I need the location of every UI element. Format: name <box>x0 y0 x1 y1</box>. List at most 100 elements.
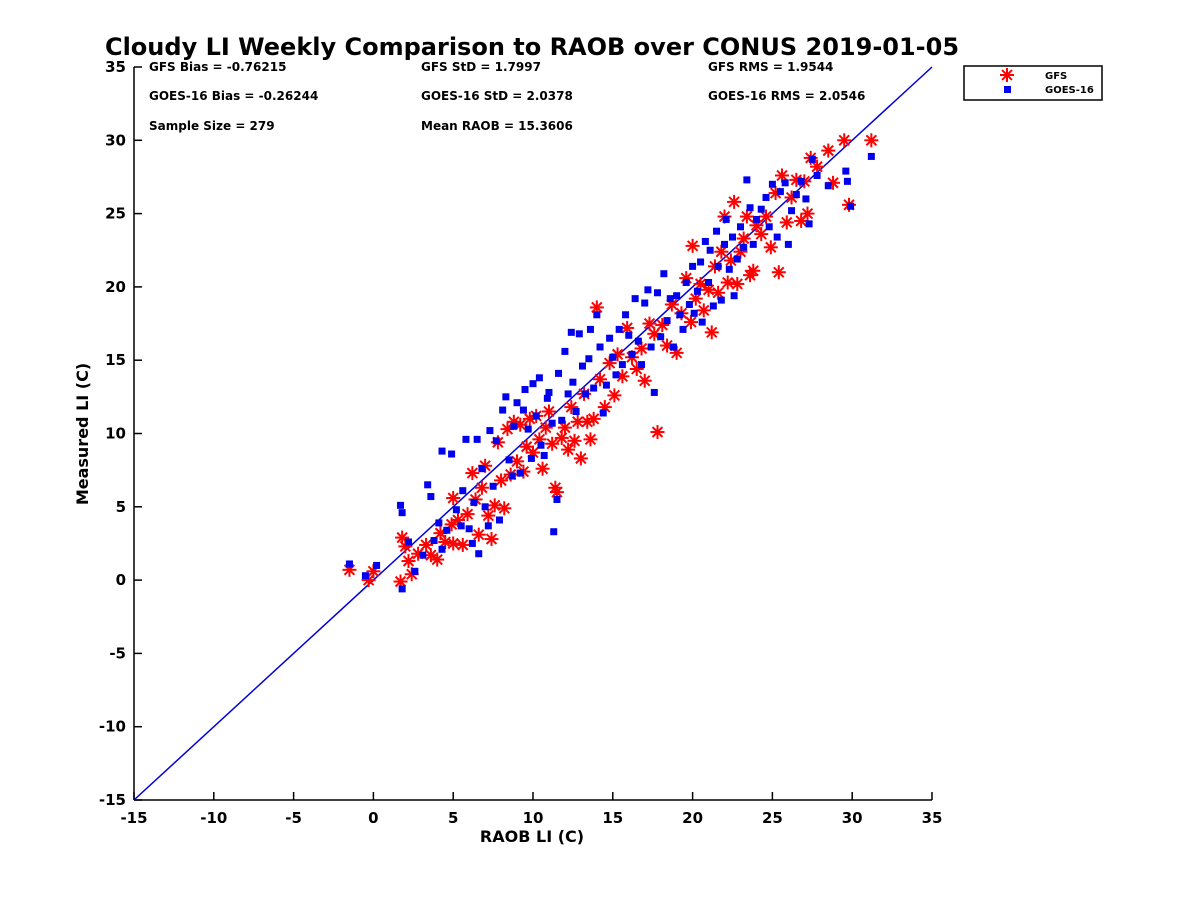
gfs-point <box>535 461 550 476</box>
goes-16-point <box>773 233 781 241</box>
gfs-point <box>607 388 622 403</box>
goes-16-point <box>499 406 507 414</box>
goes-16-point <box>586 325 594 333</box>
goes-16-point <box>669 343 677 351</box>
goes-16-point <box>740 243 748 251</box>
goes-16-point <box>660 270 668 278</box>
goes-16-point <box>564 390 572 398</box>
gfs-point <box>837 133 852 148</box>
goes-16-point <box>438 545 446 553</box>
goes-16-point <box>824 182 832 190</box>
goes-16-point <box>478 465 486 473</box>
goes-16-point <box>452 506 460 514</box>
y-tick-label: 5 <box>116 498 126 516</box>
gfs-point <box>739 209 754 224</box>
goes-16-point <box>524 425 532 433</box>
goes-16-point <box>689 262 697 270</box>
gfs-point <box>771 265 786 280</box>
chart-title: Cloudy LI Weekly Comparison to RAOB over… <box>105 33 959 61</box>
goes-16-point <box>622 311 630 319</box>
goes-16-point <box>550 528 558 536</box>
goes-16-point <box>797 177 805 185</box>
goes-16-point <box>843 177 851 185</box>
goes-16-point <box>673 292 681 300</box>
goes-16-point <box>813 171 821 179</box>
stat-goes-std: GOES-16 StD = 2.0378 <box>421 89 573 103</box>
stat-mean-raob: Mean RAOB = 15.3606 <box>421 119 573 133</box>
y-tick-label: 20 <box>105 278 126 296</box>
x-tick-label: 35 <box>922 809 943 827</box>
goes-16-point <box>492 437 500 445</box>
goes-16-point <box>628 350 636 358</box>
stat-goes-rms: GOES-16 RMS = 2.0546 <box>708 89 865 103</box>
gfs-point <box>821 143 836 158</box>
x-tick-label: 30 <box>842 809 863 827</box>
goes-16-point <box>690 309 698 317</box>
goes-16-point <box>709 302 717 310</box>
goes-16-point <box>743 176 751 184</box>
x-tick-label: 5 <box>448 809 458 827</box>
goes-16-point <box>666 295 674 303</box>
goes-16-point <box>781 179 789 187</box>
y-tick-label: -15 <box>99 791 126 809</box>
gfs-point <box>800 206 815 221</box>
goes-16-point <box>427 493 435 501</box>
gfs-point <box>810 159 825 174</box>
gfs-point <box>446 491 461 506</box>
goes-16-point <box>468 539 476 547</box>
goes-16-point <box>502 393 510 401</box>
stat-gfs-rms: GFS RMS = 1.9544 <box>708 60 833 74</box>
goes-16-point <box>545 388 553 396</box>
goes-16-point <box>593 311 601 319</box>
gfs-point <box>474 480 489 495</box>
goes-16-point <box>847 202 855 210</box>
goes-16-point <box>582 390 590 398</box>
gfs-point <box>864 133 879 148</box>
legend-box <box>963 65 1103 101</box>
goes-16-point <box>484 522 492 530</box>
gfs-point <box>736 231 751 246</box>
gfs-point <box>497 501 512 516</box>
goes-16-point <box>590 384 598 392</box>
goes-16-point <box>572 408 580 416</box>
goes-16-point <box>805 220 813 228</box>
goes-16-point <box>585 355 593 363</box>
goes-16-point <box>465 525 473 533</box>
goes-16-point <box>631 295 639 303</box>
gfs-point <box>545 436 560 451</box>
goes-16-point <box>706 246 714 254</box>
goes-16-point <box>398 585 406 593</box>
goes-16-point <box>784 240 792 248</box>
goes-16-point <box>721 240 729 248</box>
goes-16-point <box>505 456 513 464</box>
goes-16-point <box>733 255 741 263</box>
goes-16-point <box>682 279 690 287</box>
goes-16-point <box>424 481 432 489</box>
gfs-point <box>688 291 703 306</box>
goes-16-point <box>788 207 796 215</box>
gfs-point <box>567 433 582 448</box>
x-tick-label: 10 <box>523 809 544 827</box>
gfs-point <box>586 411 601 426</box>
gfs-point <box>541 404 556 419</box>
gfs-point <box>696 303 711 318</box>
goes-16-point <box>618 361 626 369</box>
goes-16-point <box>578 362 586 370</box>
goes-16-point <box>802 195 810 203</box>
gfs-point <box>510 454 525 469</box>
gfs-point <box>549 485 564 500</box>
goes-16-point <box>596 343 604 351</box>
gfs-series <box>342 133 879 589</box>
y-tick-label: 25 <box>105 205 126 223</box>
gfs-point <box>484 532 499 547</box>
gfs-point <box>361 573 376 588</box>
goes-16-point <box>638 361 646 369</box>
legend-goes-16-marker <box>1004 86 1011 93</box>
goes-16-point <box>543 394 551 402</box>
stat-gfs-bias: GFS Bias = -0.76215 <box>149 60 286 74</box>
gfs-point <box>446 536 461 551</box>
goes-16-point <box>714 262 722 270</box>
x-axis-label: RAOB LI (C) <box>480 827 584 846</box>
goes-16-point <box>768 180 776 188</box>
y-tick-label: 10 <box>105 425 126 443</box>
